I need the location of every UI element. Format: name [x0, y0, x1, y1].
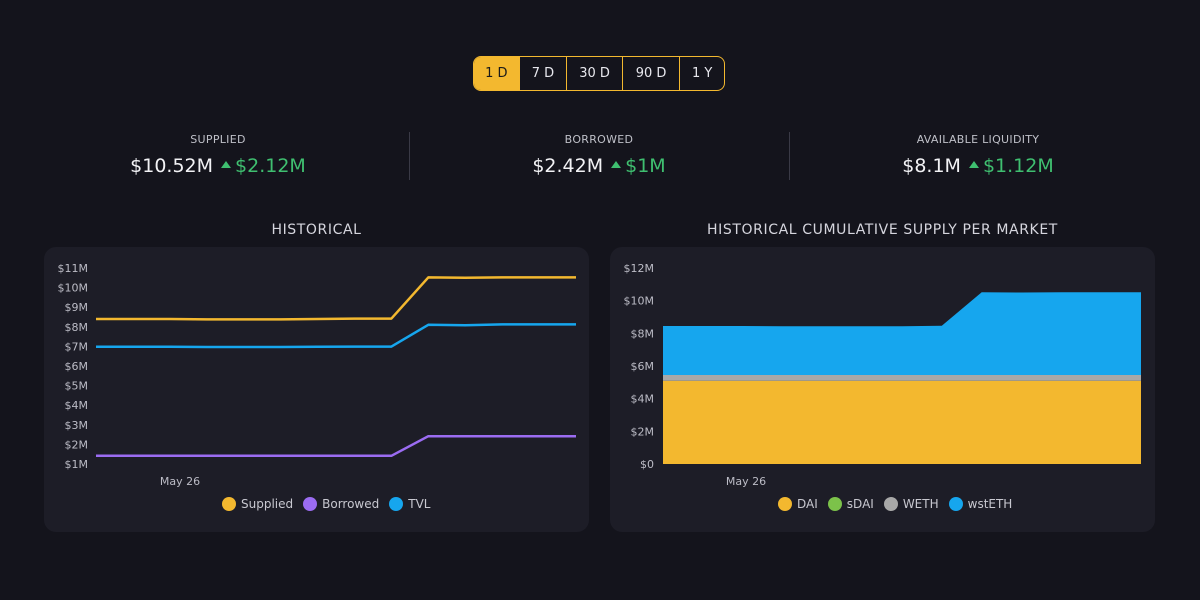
y-tick-label: $9M — [65, 301, 89, 314]
y-tick-label: $3M — [65, 419, 89, 432]
y-tick-label: $11M — [58, 262, 89, 275]
stat-divider — [789, 132, 790, 180]
borrowed-stat: BORROWED $2.42M $1M — [499, 133, 699, 177]
supplied-value: $10.52M — [130, 155, 214, 177]
y-tick-label: $2M — [65, 438, 89, 451]
legend-dot-icon — [883, 497, 898, 511]
y-tick-label: $6M — [631, 360, 655, 373]
supplied-stat: SUPPLIED $10.52M $2.12M — [118, 133, 318, 177]
series-line-supplied — [96, 276, 576, 321]
y-tick-label: $2M — [631, 425, 655, 438]
legend-label: Borrowed — [322, 497, 380, 511]
legend-item-wsteth[interactable]: wstETH — [948, 497, 1013, 511]
liquidity-stat: AVAILABLE LIQUIDITY $8.1M $1.12M — [878, 133, 1078, 177]
cumulative-supply-chart-panel: $0 $2M $4M $6M $8M $10M $12M May 26 — [610, 247, 1155, 532]
legend-dot-icon — [389, 497, 404, 511]
stat-divider — [409, 132, 410, 180]
liquidity-delta: $1.12M — [982, 155, 1054, 177]
y-tick-label: $1M — [65, 458, 89, 471]
y-tick-label: $4M — [65, 399, 89, 412]
range-tab-1-y[interactable]: 1 Y — [692, 66, 713, 81]
legend-item-sdai[interactable]: sDAI — [827, 497, 874, 511]
y-tick-label: $12M — [624, 262, 655, 275]
supplied-label: SUPPLIED — [190, 133, 246, 146]
borrowed-label: BORROWED — [564, 133, 634, 146]
legend-item-weth[interactable]: WETH — [883, 497, 939, 511]
range-tab-90-d[interactable]: 90 D — [623, 57, 681, 90]
y-tick-label: $8M — [631, 327, 655, 340]
historical-line-chart: $1M $2M $3M $4M $5M $6M $7M $8M $9M $10M $11M May 2… — [58, 262, 576, 488]
legend-label: Supplied — [241, 497, 294, 511]
series-line-tvl — [96, 323, 576, 349]
historical-chart-legend: Supplied Borrowed TVL — [222, 497, 430, 511]
series-area-weth — [663, 374, 1141, 381]
range-tab-7-d[interactable]: 7 D — [520, 57, 568, 90]
liquidity-label: AVAILABLE LIQUIDITY — [916, 133, 1040, 146]
legend-dot-icon — [778, 497, 792, 511]
series-line-borrowed — [96, 434, 576, 458]
legend-label: DAI — [797, 497, 818, 511]
supplied-delta: $2.12M — [235, 155, 306, 177]
y-tick-label: $10M — [58, 282, 89, 295]
cumulative-supply-area-chart: $0 $2M $4M $6M $8M $10M $12M May 26 — [624, 262, 1141, 488]
legend-dot-icon — [303, 497, 318, 511]
legend-label: wstETH — [967, 497, 1013, 511]
historical-chart-title: HISTORICAL — [271, 222, 362, 238]
y-tick-label: $8M — [65, 321, 89, 334]
historical-chart-panel: $1M $2M $3M $4M $5M $6M $7M $8M $9M $10M $11M May 2… — [44, 247, 589, 532]
legend-label: TVL — [408, 497, 431, 511]
y-tick-label: $5M — [65, 380, 89, 393]
y-tick-label: $7M — [65, 340, 89, 353]
legend-dot-icon — [222, 497, 236, 511]
x-tick-label: May 26 — [726, 475, 766, 488]
series-area-wsteth — [663, 292, 1141, 375]
y-tick-label: $10M — [624, 295, 655, 308]
legend-item-dai[interactable]: DAI — [778, 497, 818, 511]
liquidity-value: $8.1M — [902, 155, 961, 177]
x-tick-label: May 26 — [160, 475, 200, 488]
cumulative-supply-chart-title: HISTORICAL CUMULATIVE SUPPLY PER MARKET — [707, 222, 1058, 238]
cumulative-supply-legend: DAI sDAI WETH wstETH — [778, 497, 1012, 511]
borrowed-delta: $1M — [625, 155, 666, 177]
up-arrow-icon — [611, 161, 622, 168]
range-tab-30-d[interactable]: 30 D — [567, 57, 623, 90]
legend-dot-icon — [948, 497, 963, 511]
legend-item-borrowed[interactable]: Borrowed — [303, 497, 379, 511]
series-area-dai — [663, 380, 1141, 464]
up-arrow-icon — [968, 161, 979, 168]
y-tick-label: $0 — [640, 458, 654, 471]
up-arrow-icon — [221, 161, 232, 168]
borrowed-value: $2.42M — [532, 155, 604, 177]
legend-dot-icon — [827, 497, 842, 511]
legend-item-tvl[interactable]: TVL — [389, 497, 430, 511]
legend-label: sDAI — [846, 497, 874, 511]
legend-label: WETH — [902, 497, 939, 511]
y-tick-label: $4M — [631, 393, 655, 406]
range-tab-1-d[interactable]: 1 D — [474, 57, 520, 90]
y-tick-label: $6M — [65, 360, 89, 373]
legend-item-supplied[interactable]: Supplied — [222, 497, 293, 511]
